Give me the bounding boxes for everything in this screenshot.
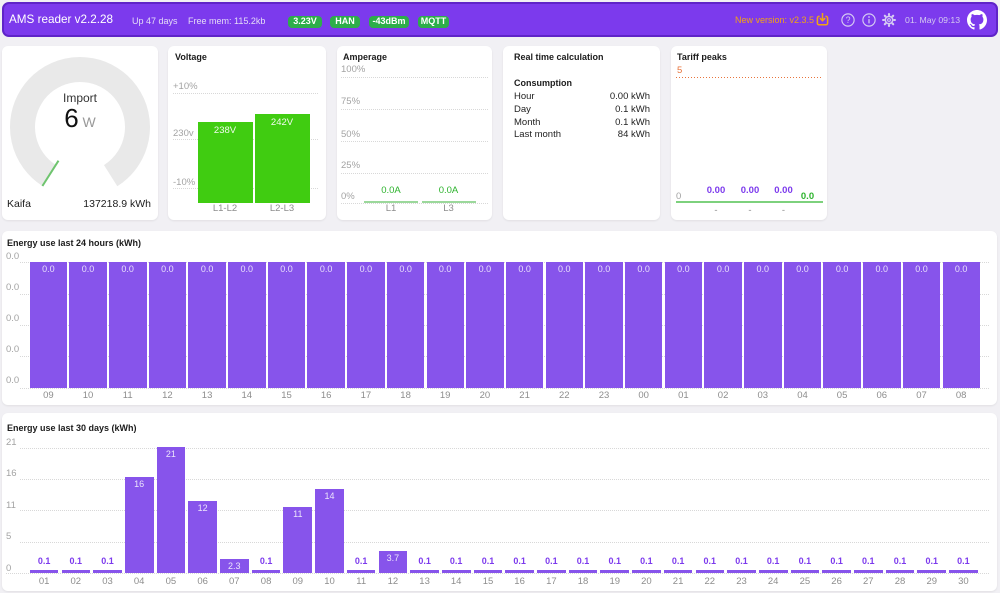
svg-text:?: ? — [846, 15, 851, 25]
